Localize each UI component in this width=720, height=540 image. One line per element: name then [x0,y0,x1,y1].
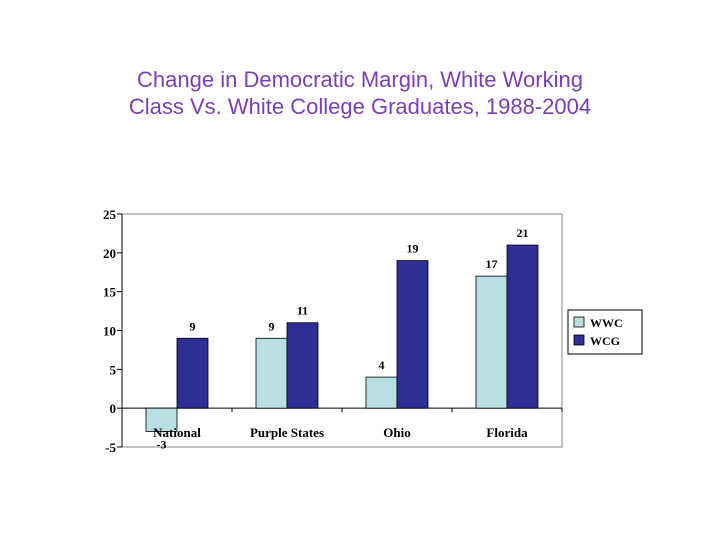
y-tick-label: 5 [110,362,117,377]
bar-wcg-2 [396,260,429,409]
x-category-label: National [153,425,201,440]
x-category-label: Purple States [250,425,324,440]
chart-title-line-2: Class Vs. White College Graduates, 1988-… [128,94,592,119]
bar-wwc-2 [365,376,398,409]
data-label-wcg-1: 11 [297,304,308,318]
bar-wwc-3 [475,275,508,409]
data-label-wwc-1: 9 [269,319,275,333]
bar-wwc-1 [255,337,288,409]
data-label-wwc-0: -3 [157,437,167,451]
y-tick-label: -5 [105,440,116,455]
y-tick-label: 0 [110,401,117,416]
x-category-label: Ohio [383,425,410,440]
legend-label-wcg: WCG [590,334,620,348]
bar-wcg-0 [176,337,209,409]
data-label-wcg-0: 9 [190,319,196,333]
bar-wwc-0 [145,407,178,432]
y-tick-label: 25 [103,207,117,222]
data-label-wcg-3: 21 [517,226,529,240]
bar-wcg-3 [506,244,539,409]
chart-title: Change in Democratic Margin, White Worki… [60,66,660,120]
y-tick-label: 20 [103,246,116,261]
data-label-wwc-3: 17 [486,257,498,271]
data-label-wwc-2: 4 [379,358,385,372]
legend-swatch-wwc [573,316,585,328]
y-tick-label: 15 [103,285,117,300]
bar-wcg-1 [286,322,319,409]
chart-title-line-1: Change in Democratic Margin, White Worki… [137,67,583,92]
x-category-label: Florida [486,425,528,440]
legend-label-wwc: WWC [590,316,623,330]
legend-swatch-wcg [573,334,585,346]
data-label-wcg-2: 19 [407,242,419,256]
y-tick-label: 10 [103,324,116,339]
